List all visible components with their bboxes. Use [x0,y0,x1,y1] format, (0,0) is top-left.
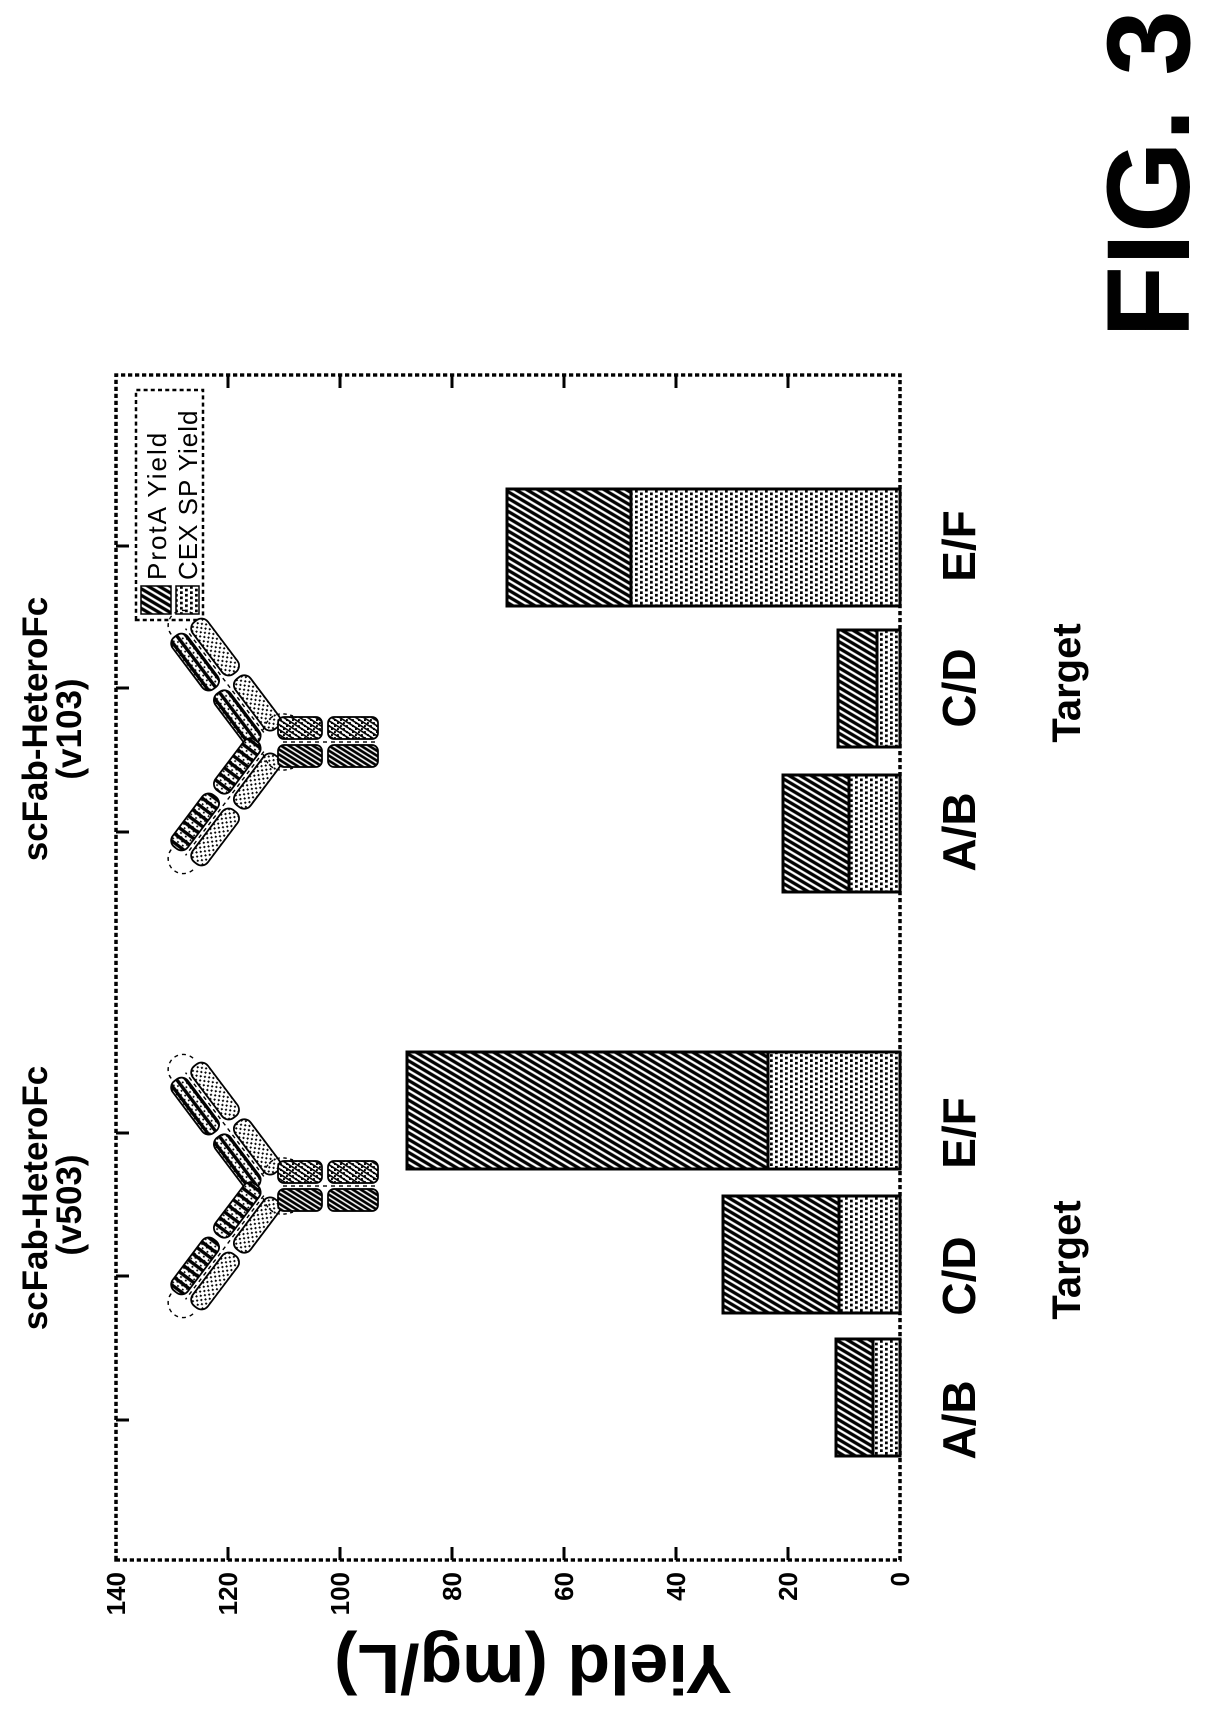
svg-text:C/D: C/D [933,1236,985,1315]
svg-text:(v103): (v103) [50,678,89,779]
svg-text:E/F: E/F [933,1097,985,1169]
svg-text:CEX SP Yield: CEX SP Yield [173,409,203,580]
svg-text:40: 40 [661,1572,691,1601]
svg-text:20: 20 [773,1572,803,1601]
svg-text:0: 0 [885,1572,915,1586]
svg-text:A/B: A/B [933,792,985,871]
svg-text:(v503): (v503) [50,1154,89,1255]
svg-text:Yield (mg/L): Yield (mg/L) [334,1630,732,1708]
svg-text:ProtA Yield: ProtA Yield [142,431,172,580]
svg-text:80: 80 [437,1572,467,1601]
svg-text:140: 140 [101,1572,131,1615]
svg-text:scFab-HeteroFc: scFab-HeteroFc [16,597,55,862]
svg-text:100: 100 [325,1572,355,1615]
svg-text:Target: Target [1045,623,1089,742]
svg-text:60: 60 [549,1572,579,1601]
svg-text:E/F: E/F [933,510,985,582]
svg-text:Target: Target [1045,1200,1089,1319]
svg-text:C/D: C/D [933,648,985,727]
svg-text:FIG. 3: FIG. 3 [1083,10,1208,338]
svg-text:A/B: A/B [933,1380,985,1459]
svg-text:120: 120 [213,1572,243,1615]
svg-text:scFab-HeteroFc: scFab-HeteroFc [16,1066,55,1331]
